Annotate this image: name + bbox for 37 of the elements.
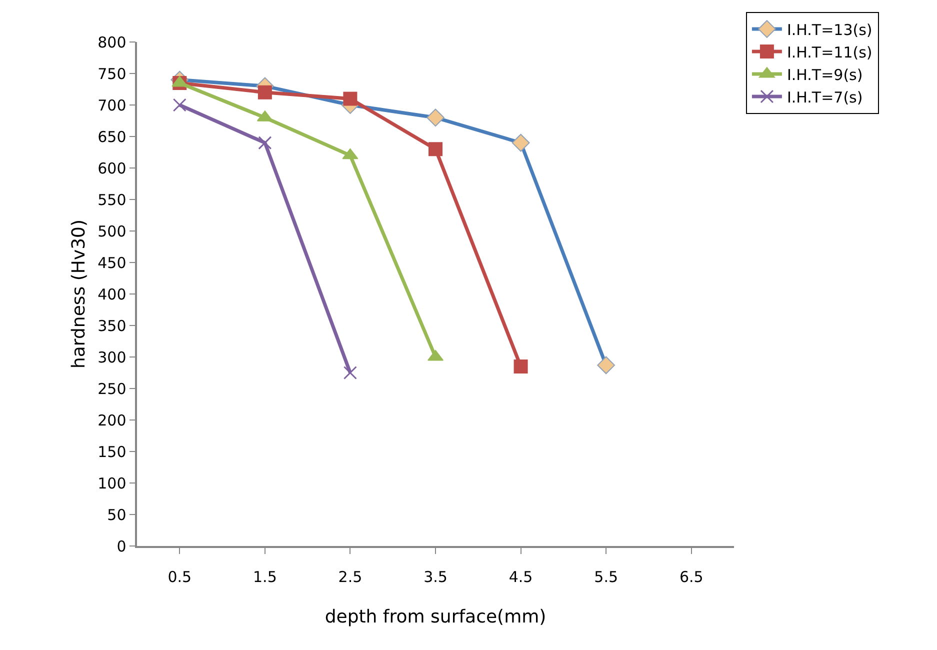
y-tick-label: 350	[98, 316, 126, 335]
legend-label: I.H.T=7(s)	[786, 88, 863, 106]
y-tick-label: 100	[98, 474, 126, 492]
x-tick-label: 6.5	[679, 568, 704, 586]
x-axis-title: depth from surface(mm)	[324, 606, 546, 628]
y-tick-label: 600	[98, 159, 126, 178]
point	[514, 359, 528, 374]
x-tick-label: 0.5	[168, 568, 192, 586]
x-tick-label: 2.5	[338, 568, 362, 586]
point	[258, 85, 272, 100]
y-tick-label: 50	[107, 506, 126, 524]
x-tick-label: 4.5	[508, 568, 533, 586]
legend-label: I.H.T=9(s)	[786, 66, 863, 84]
x-tick-label: 5.5	[594, 568, 618, 586]
legend-label: I.H.T=13(s)	[786, 20, 872, 39]
point	[172, 98, 186, 112]
point	[258, 136, 272, 150]
y-axis-title: hardness (Hv30)	[68, 219, 90, 369]
y-tick-label: 0	[116, 537, 126, 556]
y-tick-label: 650	[98, 128, 126, 146]
legend-label: I.H.T=11(s)	[786, 43, 872, 62]
y-tick-label: 800	[98, 33, 126, 52]
x-tick-label: 1.5	[253, 568, 277, 586]
y-tick-label: 450	[98, 254, 126, 272]
y-tick-label: 200	[98, 411, 126, 430]
y-tick-label: 750	[98, 64, 126, 83]
y-tick-label: 150	[98, 442, 126, 461]
point	[428, 142, 442, 156]
x-tick-label: 3.5	[424, 568, 448, 586]
y-tick-label: 500	[98, 222, 126, 240]
point	[343, 92, 358, 106]
y-tick-label: 300	[98, 348, 126, 366]
y-tick-label: 550	[98, 190, 126, 209]
point	[343, 366, 357, 380]
y-tick-label: 250	[98, 380, 126, 398]
y-tick-label: 700	[98, 96, 126, 114]
y-tick-label: 400	[98, 285, 126, 304]
